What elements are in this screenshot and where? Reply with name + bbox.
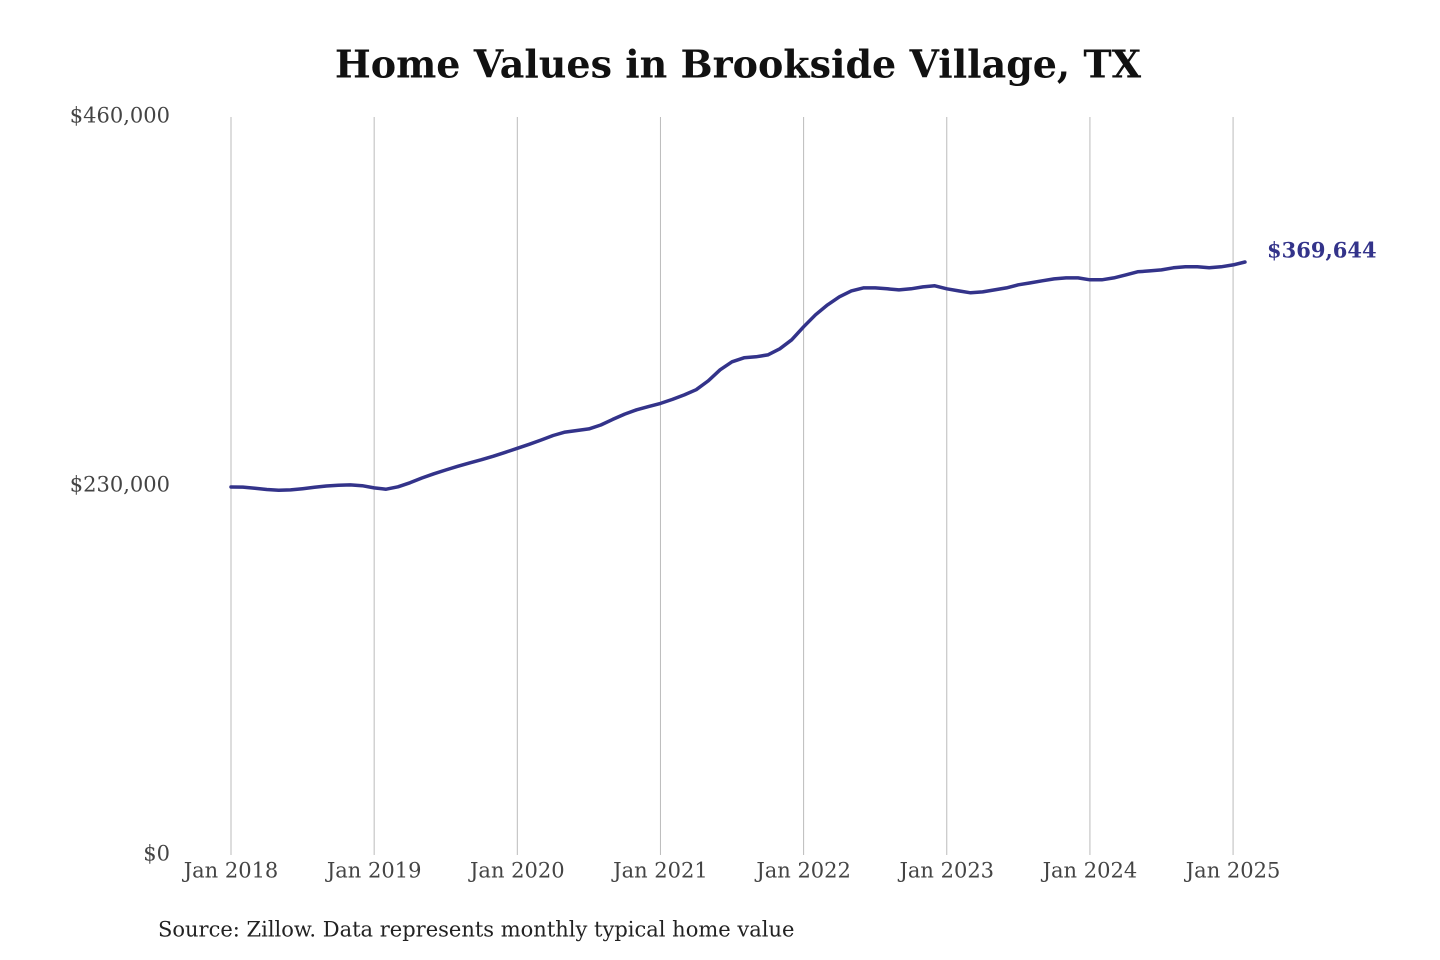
x-tick-label: Jan 2019 (325, 859, 422, 883)
data-line (229, 260, 1247, 492)
x-tick-label: Jan 2018 (182, 859, 279, 883)
x-tick-label: Jan 2025 (1184, 859, 1281, 883)
x-tick-label: Jan 2024 (1041, 859, 1138, 883)
x-tick-label: Jan 2022 (754, 859, 851, 883)
y-tick-label: $230,000 (70, 473, 170, 497)
x-tick-label: Jan 2023 (897, 859, 994, 883)
y-tick-label: $0 (143, 842, 170, 866)
end-value-label: $369,644 (1267, 237, 1377, 262)
x-tick-label: Jan 2020 (468, 859, 565, 883)
source-note: Source: Zillow. Data represents monthly … (158, 918, 794, 942)
x-tick-label: Jan 2021 (611, 859, 708, 883)
chart-title: Home Values in Brookside Village, TX (335, 42, 1142, 87)
y-tick-label: $460,000 (70, 104, 170, 128)
